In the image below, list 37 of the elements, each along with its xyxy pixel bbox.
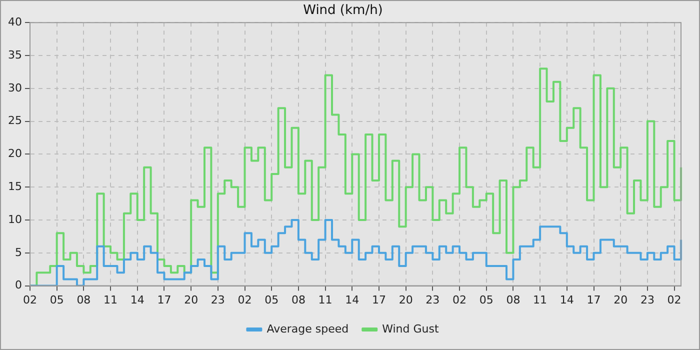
x-tick-label: 08 xyxy=(76,293,91,306)
y-tick-label: 20 xyxy=(8,147,22,160)
x-tick-label: 11 xyxy=(318,293,332,306)
legend-label: Average speed xyxy=(266,322,349,336)
x-tick-label: 23 xyxy=(210,293,225,306)
y-tick-label: 10 xyxy=(8,212,22,226)
legend-label: Wind Gust xyxy=(382,322,440,336)
x-tick-label: 11 xyxy=(533,293,548,306)
x-tick-label: 02 xyxy=(22,293,37,306)
x-tick-label: 02 xyxy=(667,293,682,306)
y-tick-label: 25 xyxy=(8,114,22,128)
x-tick-label: 20 xyxy=(398,293,413,306)
x-tick-label: 08 xyxy=(291,293,306,306)
chart-title: Wind (km/h) xyxy=(303,3,383,18)
x-tick-label: 02 xyxy=(452,293,467,306)
x-tick-label: 05 xyxy=(479,293,494,306)
x-tick-label: 14 xyxy=(560,293,574,306)
y-tick-label: 30 xyxy=(8,81,22,94)
y-tick-label: 35 xyxy=(8,48,22,62)
x-tick-label: 17 xyxy=(586,293,601,306)
x-tick-label: 14 xyxy=(345,293,360,306)
y-tick-label: 0 xyxy=(14,278,22,292)
x-tick-label: 05 xyxy=(50,293,64,306)
x-tick-label: 02 xyxy=(238,293,252,306)
y-tick-label: 40 xyxy=(8,15,22,28)
x-tick-label: 20 xyxy=(184,293,198,306)
x-tick-label: 23 xyxy=(640,293,654,306)
x-tick-label: 08 xyxy=(506,293,520,306)
y-tick-label: 15 xyxy=(8,180,22,193)
y-tick-label: 5 xyxy=(14,246,22,259)
x-tick-label: 05 xyxy=(264,293,279,306)
x-tick-label: 20 xyxy=(614,293,628,306)
x-tick-label: 14 xyxy=(130,293,144,306)
x-tick-label: 23 xyxy=(426,293,440,306)
x-tick-label: 17 xyxy=(157,293,172,306)
x-tick-label: 11 xyxy=(104,293,118,306)
x-tick-label: 17 xyxy=(372,293,386,306)
